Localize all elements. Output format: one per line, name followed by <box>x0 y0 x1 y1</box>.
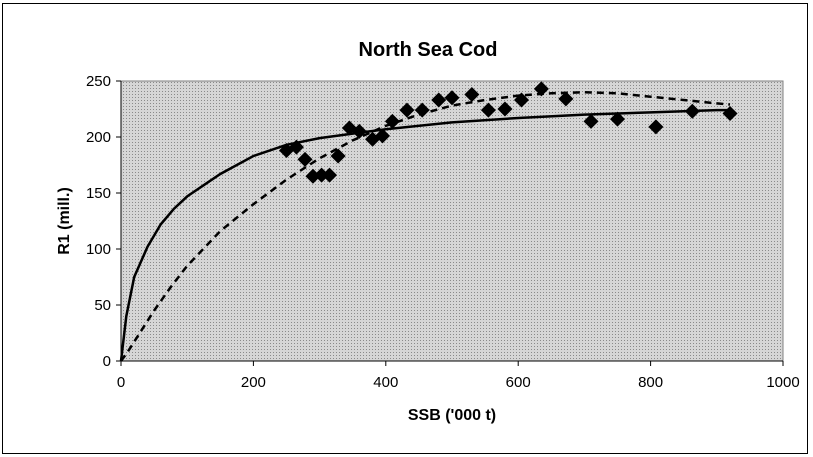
x-tick-label: 800 <box>638 374 663 391</box>
data-point <box>583 113 599 129</box>
dashed-curve <box>119 90 731 362</box>
data-point <box>497 101 513 117</box>
data-point <box>648 119 664 135</box>
data-point <box>464 86 480 102</box>
data-point <box>374 128 390 144</box>
chart-title: North Sea Cod <box>359 39 498 61</box>
data-point <box>384 113 400 129</box>
plot-area <box>120 80 784 362</box>
data-point <box>480 102 496 118</box>
data-point <box>399 102 415 118</box>
data-point <box>365 131 381 147</box>
y-axis-title: R1 (mill.) <box>56 187 73 255</box>
data-point <box>297 151 313 167</box>
data-point <box>314 167 330 183</box>
x-tick-label: 0 <box>117 374 125 391</box>
data-point <box>288 139 304 155</box>
y-tick-label: 250 <box>86 73 111 90</box>
y-tick-label: 50 <box>94 297 111 314</box>
data-point <box>722 105 738 121</box>
chart: North Sea Cod 0 200 400 600 800 1000 0 50 100 150… <box>56 39 800 424</box>
data-point <box>351 123 367 139</box>
data-point <box>322 167 338 183</box>
x-tick-label: 200 <box>241 374 266 391</box>
x-tick-label: 400 <box>373 374 398 391</box>
x-tick-label: 600 <box>506 374 531 391</box>
data-point <box>330 148 346 164</box>
data-point <box>558 91 574 107</box>
y-tick-label: 100 <box>86 241 111 258</box>
data-point <box>684 103 700 119</box>
x-tick-label: 1000 <box>766 374 799 391</box>
x-axis-title: SSB ('000 t) <box>408 407 496 424</box>
y-tick-label: 150 <box>86 185 111 202</box>
data-point <box>514 92 530 108</box>
chart-frame: North Sea Cod 0 200 400 600 800 1000 0 50 100 150… <box>2 3 808 454</box>
y-tick-label: 0 <box>103 353 111 370</box>
data-point <box>610 111 625 127</box>
data-point <box>414 102 430 118</box>
data-point <box>533 81 549 97</box>
data-point <box>444 90 460 106</box>
data-point <box>431 92 447 108</box>
y-tick-label: 200 <box>86 129 111 146</box>
